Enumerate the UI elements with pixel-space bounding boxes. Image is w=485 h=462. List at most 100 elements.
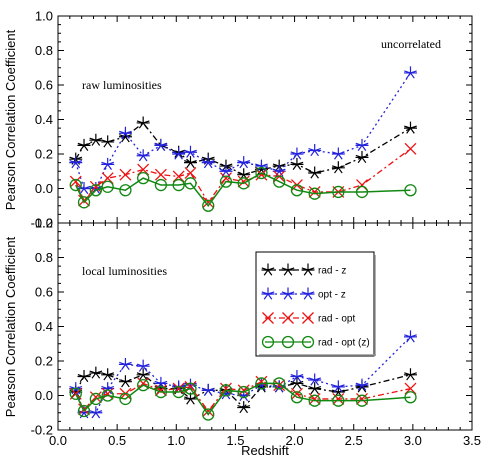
data-point bbox=[308, 187, 321, 200]
data-point bbox=[89, 406, 103, 419]
data-point bbox=[136, 368, 150, 381]
data-point bbox=[308, 144, 322, 157]
data-point bbox=[172, 170, 185, 183]
y-tick-label: 0.6 bbox=[35, 285, 53, 300]
data-point bbox=[404, 382, 417, 395]
data-point bbox=[355, 378, 369, 391]
data-point bbox=[154, 384, 167, 397]
data-point bbox=[77, 138, 91, 151]
y-tick-label: 0.8 bbox=[35, 43, 53, 58]
legend-marker bbox=[302, 312, 314, 324]
legend-marker bbox=[301, 335, 315, 349]
data-point bbox=[202, 199, 215, 212]
y-tick-label: 0.2 bbox=[35, 147, 53, 162]
series-rad-opt bbox=[69, 375, 417, 417]
top-panel: -0.20.00.20.40.60.81.0 raw luminosities … bbox=[31, 9, 473, 231]
data-point bbox=[172, 385, 185, 399]
data-point bbox=[89, 391, 102, 404]
legend-entry: rad - z bbox=[261, 263, 346, 277]
y-tick-label: 0.4 bbox=[35, 319, 53, 334]
legend-label: opt - z bbox=[318, 290, 346, 301]
data-point bbox=[77, 404, 91, 418]
data-point bbox=[308, 394, 321, 407]
y-tick-label: -0.2 bbox=[31, 423, 53, 438]
data-point bbox=[136, 116, 150, 129]
data-point bbox=[101, 180, 114, 193]
data-point bbox=[101, 135, 115, 148]
data-point bbox=[118, 357, 132, 371]
bottom-axes: -0.20.00.20.40.60.81.00.0 0.5 1.0 1.5 2.0 2.5… bbox=[31, 216, 481, 449]
legend-box bbox=[255, 251, 375, 357]
top-axes: -0.2 0.0 0.2 0.4 0.6 0.8 1.0 bbox=[31, 9, 473, 231]
data-point bbox=[356, 392, 368, 405]
data-point bbox=[154, 385, 168, 399]
data-point bbox=[403, 121, 417, 134]
x-tick-label: 3.5 bbox=[463, 433, 481, 448]
data-point bbox=[101, 157, 115, 170]
data-point bbox=[237, 156, 251, 169]
data-point bbox=[237, 168, 251, 181]
x-axis-title: Redshift bbox=[241, 443, 289, 458]
data-point bbox=[355, 150, 369, 164]
data-point bbox=[290, 147, 304, 160]
y-tick-label: 0.4 bbox=[35, 112, 53, 127]
data-point bbox=[118, 126, 132, 139]
y-tick-label: -0.2 bbox=[31, 216, 53, 231]
legend-entry: opt - z bbox=[261, 287, 346, 301]
data-point bbox=[69, 156, 83, 169]
data-point bbox=[273, 175, 286, 188]
data-point bbox=[331, 161, 345, 174]
data-point bbox=[184, 167, 197, 179]
x-tick-label: 0.0 bbox=[49, 433, 67, 448]
legend-marker bbox=[262, 312, 274, 324]
data-point bbox=[154, 376, 168, 390]
legend-label: rad - opt bbox=[318, 314, 355, 325]
data-point bbox=[308, 166, 322, 179]
data-point bbox=[355, 185, 369, 199]
data-point bbox=[290, 391, 304, 404]
y-tick-label: 0.0 bbox=[35, 388, 53, 403]
data-point bbox=[404, 391, 417, 404]
data-point bbox=[118, 375, 132, 388]
data-point bbox=[403, 330, 417, 343]
data-point bbox=[89, 180, 102, 193]
legend-marker bbox=[301, 287, 315, 300]
data-point bbox=[184, 177, 197, 190]
data-point bbox=[237, 401, 251, 414]
data-point bbox=[403, 66, 417, 79]
data-point bbox=[220, 382, 232, 395]
data-point bbox=[332, 394, 345, 407]
data-point bbox=[77, 181, 91, 195]
data-point bbox=[237, 175, 250, 188]
data-point bbox=[183, 156, 197, 169]
data-point bbox=[69, 387, 82, 400]
y-tick-label: 1.0 bbox=[35, 216, 53, 231]
data-point bbox=[101, 387, 114, 400]
legend-label: rad - z bbox=[318, 266, 346, 277]
data-point bbox=[89, 392, 103, 406]
legend-entry: rad - opt bbox=[262, 312, 355, 325]
data-point bbox=[404, 142, 417, 155]
series-line bbox=[75, 172, 411, 207]
data-point bbox=[119, 392, 132, 406]
data-point bbox=[77, 196, 91, 209]
data-point bbox=[255, 166, 268, 180]
data-point bbox=[172, 147, 186, 160]
x-tick-label: 1.5 bbox=[226, 433, 244, 448]
data-point bbox=[273, 377, 286, 390]
series-rad-opt-z- bbox=[69, 377, 417, 421]
data-point bbox=[331, 147, 345, 160]
data-point bbox=[254, 159, 268, 172]
series-rad-opt-z- bbox=[69, 166, 417, 212]
data-point bbox=[119, 184, 132, 197]
data-point bbox=[101, 389, 114, 402]
data-point bbox=[332, 392, 345, 405]
data-point bbox=[219, 159, 233, 172]
legend: rad - z opt - z rad - opt rad - opt (z) bbox=[255, 251, 376, 357]
data-point bbox=[272, 159, 286, 172]
legend-marker bbox=[281, 335, 295, 349]
y-tick-label: 0.8 bbox=[35, 250, 53, 265]
data-point bbox=[154, 138, 168, 151]
y-tick-label: 0.0 bbox=[35, 181, 53, 196]
